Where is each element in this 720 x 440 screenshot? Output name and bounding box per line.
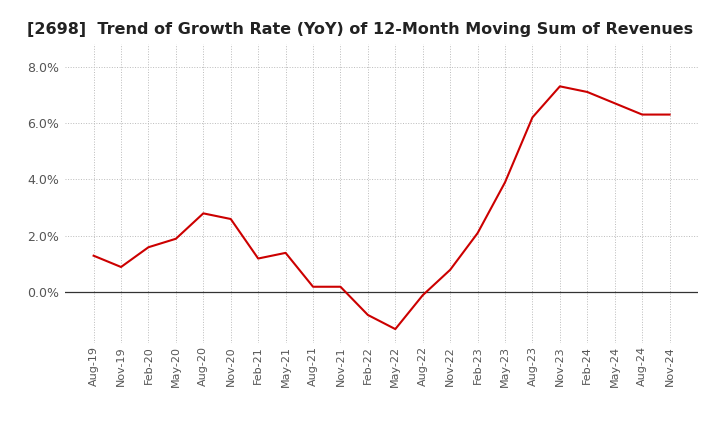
Text: [2698]  Trend of Growth Rate (YoY) of 12-Month Moving Sum of Revenues: [2698] Trend of Growth Rate (YoY) of 12-… [27,22,693,37]
